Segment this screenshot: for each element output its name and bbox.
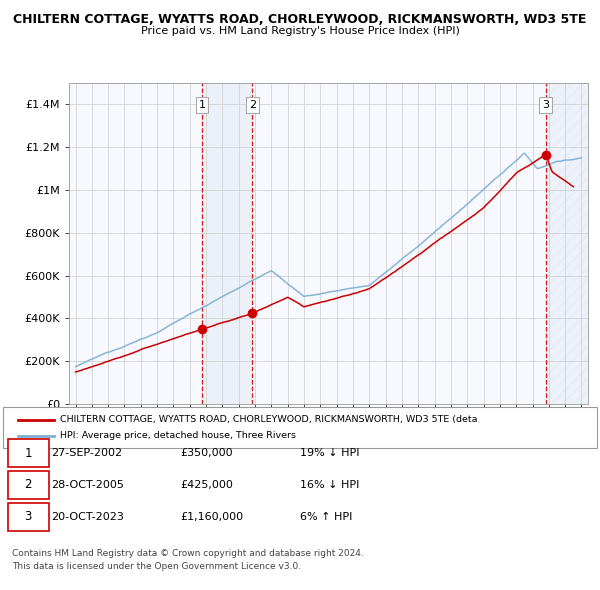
Text: 3: 3 (542, 100, 549, 110)
Text: 1: 1 (199, 100, 206, 110)
Text: 16% ↓ HPI: 16% ↓ HPI (300, 480, 359, 490)
Text: 6% ↑ HPI: 6% ↑ HPI (300, 512, 352, 522)
Text: CHILTERN COTTAGE, WYATTS ROAD, CHORLEYWOOD, RICKMANSWORTH, WD3 5TE (deta: CHILTERN COTTAGE, WYATTS ROAD, CHORLEYWO… (60, 415, 478, 424)
Text: CHILTERN COTTAGE, WYATTS ROAD, CHORLEYWOOD, RICKMANSWORTH, WD3 5TE: CHILTERN COTTAGE, WYATTS ROAD, CHORLEYWO… (13, 13, 587, 26)
Text: 19% ↓ HPI: 19% ↓ HPI (300, 448, 359, 458)
Text: HPI: Average price, detached house, Three Rivers: HPI: Average price, detached house, Thre… (60, 431, 296, 440)
Bar (545, 83, 588, 404)
Text: £350,000: £350,000 (180, 448, 233, 458)
Text: 2: 2 (25, 478, 32, 491)
Text: Price paid vs. HM Land Registry's House Price Index (HPI): Price paid vs. HM Land Registry's House … (140, 26, 460, 36)
Text: This data is licensed under the Open Government Licence v3.0.: This data is licensed under the Open Gov… (12, 562, 301, 571)
Text: 28-OCT-2005: 28-OCT-2005 (51, 480, 124, 490)
Text: £425,000: £425,000 (180, 480, 233, 490)
Text: 27-SEP-2002: 27-SEP-2002 (51, 448, 122, 458)
Text: 1: 1 (25, 447, 32, 460)
Text: 20-OCT-2023: 20-OCT-2023 (51, 512, 124, 522)
Bar (202, 83, 252, 404)
Text: 2: 2 (249, 100, 256, 110)
Text: Contains HM Land Registry data © Crown copyright and database right 2024.: Contains HM Land Registry data © Crown c… (12, 549, 364, 558)
Text: £1,160,000: £1,160,000 (180, 512, 243, 522)
Text: 3: 3 (25, 510, 32, 523)
